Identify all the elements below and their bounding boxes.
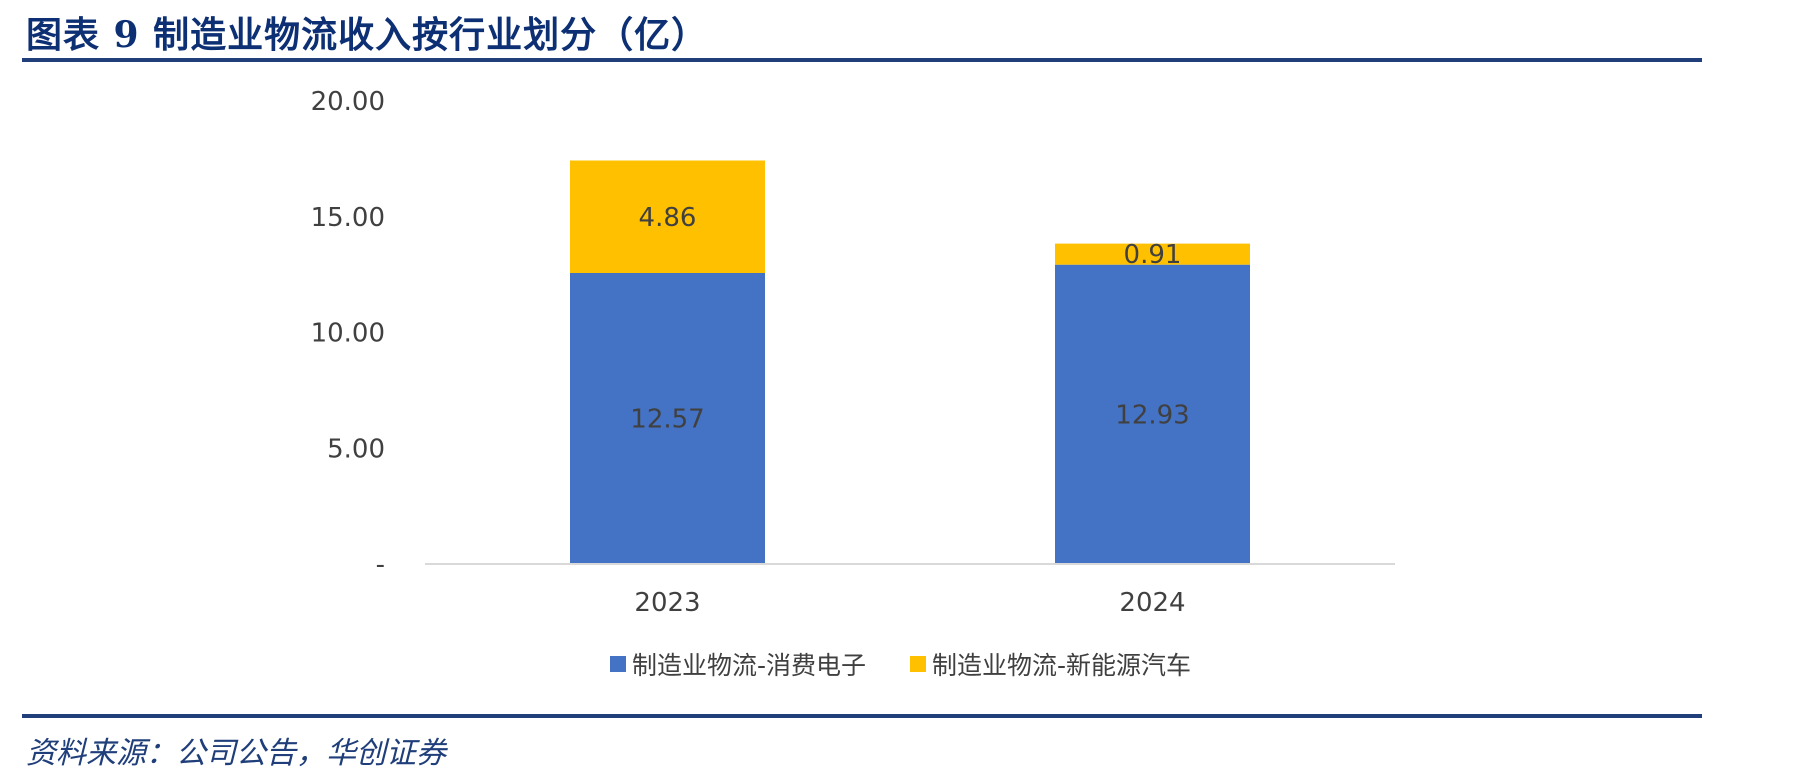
y-tick-label: - — [376, 550, 385, 580]
data-label-series1-2024: 12.93 — [1115, 400, 1189, 430]
figure-title: 图表 9 制造业物流收入按行业划分（亿） — [26, 14, 709, 56]
footer-rule — [22, 714, 1702, 718]
bar-segment-series2-2024 — [1055, 243, 1250, 265]
data-label-series1-2023: 12.57 — [630, 405, 704, 435]
data-label-series2-2023: 4.86 — [639, 203, 697, 233]
bars: 12.57 4.86 12.93 0.91 — [570, 160, 1250, 564]
bar-segment-series1-2023 — [570, 273, 765, 564]
legend-item-consumer-electronics: 制造业物流-消费电子 — [609, 646, 867, 682]
legend-label-new-energy-vehicles: 制造业物流-新能源汽车 — [931, 651, 1191, 680]
legend-swatch-new-energy-vehicles — [909, 656, 926, 672]
legend-item-new-energy-vehicles: 制造业物流-新能源汽车 — [909, 646, 1191, 682]
y-tick-label: 10.00 — [311, 319, 385, 349]
legend-swatch-consumer-electronics — [609, 656, 626, 672]
source-note: 资料来源：公司公告，华创证券 — [26, 736, 446, 771]
y-tick-label: 5.00 — [327, 434, 385, 464]
legend-label-consumer-electronics: 制造业物流-消费电子 — [631, 651, 867, 680]
data-label-series2-2024: 0.91 — [1124, 240, 1182, 270]
title-rule — [22, 58, 1702, 62]
bar-segment-series1-2024 — [1055, 264, 1250, 564]
y-tick-label: 20.00 — [311, 87, 385, 117]
x-tick-label: 2023 — [634, 588, 700, 618]
y-axis-ticks: - 5.00 10.00 15.00 20.00 — [311, 87, 385, 580]
bar-segment-series2-2023 — [570, 160, 765, 274]
chart-legend: 制造业物流-消费电子 制造业物流-新能源汽车 — [0, 646, 1801, 682]
x-tick-label: 2024 — [1119, 588, 1185, 618]
y-tick-label: 15.00 — [311, 203, 385, 233]
x-axis-ticks: 2023 2024 — [634, 588, 1185, 618]
